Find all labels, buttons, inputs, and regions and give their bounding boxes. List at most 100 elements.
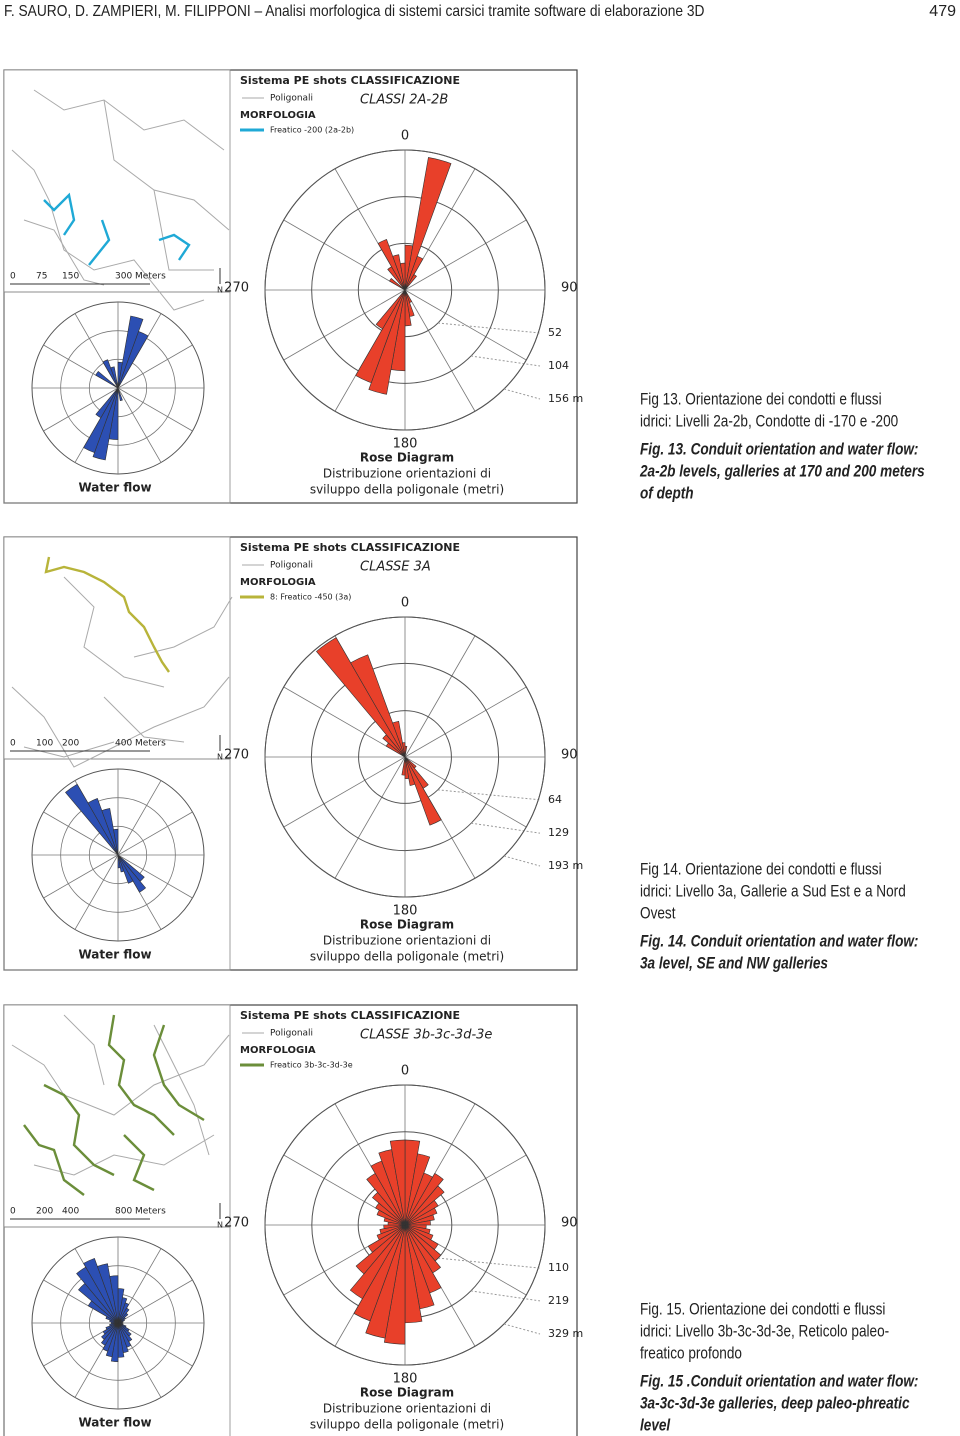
ring bbox=[311, 196, 499, 384]
spoke bbox=[43, 854, 119, 899]
legend-entry: Poligonali bbox=[270, 94, 313, 104]
petal bbox=[355, 289, 406, 384]
cave-map bbox=[11, 89, 230, 311]
petal bbox=[365, 1224, 406, 1339]
angle-label: 0 bbox=[401, 1064, 409, 1079]
petal bbox=[117, 854, 125, 873]
class-label: CLASSI 2A-2B bbox=[360, 93, 448, 108]
caption-line: 2a-2b levels, galleries at 170 and 200 m… bbox=[639, 462, 925, 481]
scale-label: 150 bbox=[62, 272, 79, 282]
caption-text: of depth bbox=[640, 484, 694, 503]
class-label: CLASSE 3A bbox=[360, 560, 431, 575]
cave-passage bbox=[33, 89, 225, 151]
angle-label: 0 bbox=[401, 129, 409, 144]
angle-label: 90 bbox=[561, 748, 578, 763]
cave-passage bbox=[63, 1014, 105, 1086]
spoke bbox=[117, 387, 162, 463]
cave-highlight bbox=[107, 1014, 175, 1136]
scale-label: 300 Meters bbox=[115, 272, 166, 282]
ring-label: 193 m bbox=[548, 859, 583, 872]
legend-title: Sistema PE shots CLASSIFICAZIONE bbox=[240, 541, 460, 554]
header: F. SAURO, D. ZAMPIERI, M. FILIPPONI – An… bbox=[4, 2, 705, 20]
cave-passage bbox=[153, 189, 214, 271]
page-number: 479 bbox=[929, 3, 956, 20]
figure: 0 200 400 800 Meters N Sistema PE shots CLASS… bbox=[3, 1004, 918, 1436]
spoke bbox=[117, 811, 193, 856]
spoke bbox=[117, 387, 193, 432]
petal bbox=[404, 756, 416, 786]
caption-text: level bbox=[640, 1416, 671, 1435]
petal bbox=[368, 289, 406, 395]
caption-text: Ovest bbox=[640, 904, 676, 923]
water-frame bbox=[3, 1226, 231, 1436]
scale-label: 0 bbox=[10, 739, 16, 749]
petal bbox=[389, 1139, 406, 1226]
scale-label: 800 Meters bbox=[115, 1207, 166, 1217]
caption-text: Fig. 15. Orientazione dei condotti e flu… bbox=[640, 1300, 885, 1319]
petal bbox=[101, 808, 119, 856]
petal bbox=[350, 654, 406, 758]
spoke bbox=[117, 854, 193, 899]
ring bbox=[358, 710, 452, 804]
north-label: N bbox=[217, 1221, 223, 1230]
petal bbox=[109, 1322, 119, 1327]
petal bbox=[404, 1173, 444, 1226]
caption-text: freatico profondo bbox=[640, 1344, 742, 1363]
caption-line: 3a-3c-3d-3e galleries, deep paleo-phreat… bbox=[640, 1394, 910, 1413]
caption-line: idrici: Livello 3b-3c-3d-3e, Reticolo pa… bbox=[640, 1322, 889, 1341]
water-frame bbox=[3, 758, 231, 971]
scale-label: 400 bbox=[62, 1207, 79, 1217]
petal bbox=[367, 1224, 406, 1253]
angle-label: 0 bbox=[401, 596, 409, 611]
legend-entry: 8: Freatico -450 (3a) bbox=[270, 593, 351, 602]
ring bbox=[60, 330, 176, 446]
cave-passage bbox=[11, 149, 205, 311]
map-frame bbox=[3, 536, 231, 760]
scale-label: 400 Meters bbox=[115, 739, 166, 749]
spoke bbox=[404, 289, 476, 412]
caption-line: 3a level, SE and NW galleries bbox=[640, 954, 828, 973]
caption-line: Fig. 14. Conduit orientation and water f… bbox=[640, 932, 918, 951]
angle-label: 270 bbox=[224, 1216, 249, 1231]
petal bbox=[404, 1220, 431, 1226]
cave-map bbox=[11, 1014, 230, 1196]
ring-label: 52 bbox=[548, 326, 562, 339]
cave-passage bbox=[23, 741, 115, 758]
angle-label: 90 bbox=[561, 1216, 578, 1231]
petal bbox=[404, 274, 417, 291]
legend-entry: Freatico -200 (2a-2b) bbox=[270, 126, 354, 135]
ring-leader bbox=[471, 822, 541, 834]
legend-heading: MORFOLOGIA bbox=[240, 1045, 316, 1056]
petal bbox=[402, 742, 406, 758]
legend-title: Sistema PE shots CLASSIFICAZIONE bbox=[240, 1009, 460, 1022]
petal bbox=[117, 854, 134, 884]
petal bbox=[97, 1263, 119, 1324]
petal bbox=[404, 1214, 435, 1226]
petal bbox=[389, 278, 406, 291]
cave-passage bbox=[133, 596, 233, 658]
rose-subtitle: Distribuzione orientazioni di bbox=[323, 1402, 491, 1416]
petal bbox=[375, 289, 406, 330]
spoke bbox=[74, 854, 119, 930]
angle-label: 270 bbox=[224, 748, 249, 763]
petal bbox=[95, 370, 119, 389]
petal bbox=[117, 854, 121, 869]
petal bbox=[401, 756, 406, 776]
spoke bbox=[404, 686, 527, 758]
figure: 0 100 200 400 Meters N Sistema PE shots CLASS… bbox=[3, 536, 918, 973]
class-label: CLASSE 3b-3c-3d-3e bbox=[360, 1028, 492, 1043]
angle-label: 180 bbox=[393, 904, 418, 919]
petal bbox=[315, 637, 406, 758]
ring bbox=[264, 616, 546, 898]
caption-text: idrici: Livello 3b-3c-3d-3e, Reticolo pa… bbox=[640, 1322, 889, 1341]
angle-label: 90 bbox=[561, 281, 578, 296]
caption-text: 3a level, SE and NW galleries bbox=[640, 954, 828, 973]
petal bbox=[404, 1207, 438, 1226]
petal bbox=[404, 255, 424, 291]
rose-title: Rose Diagram bbox=[360, 918, 454, 932]
cave-highlight bbox=[43, 192, 76, 236]
petal bbox=[404, 756, 410, 780]
cave-passage bbox=[103, 696, 185, 743]
north-label: N bbox=[217, 753, 223, 762]
ring bbox=[60, 1265, 176, 1381]
